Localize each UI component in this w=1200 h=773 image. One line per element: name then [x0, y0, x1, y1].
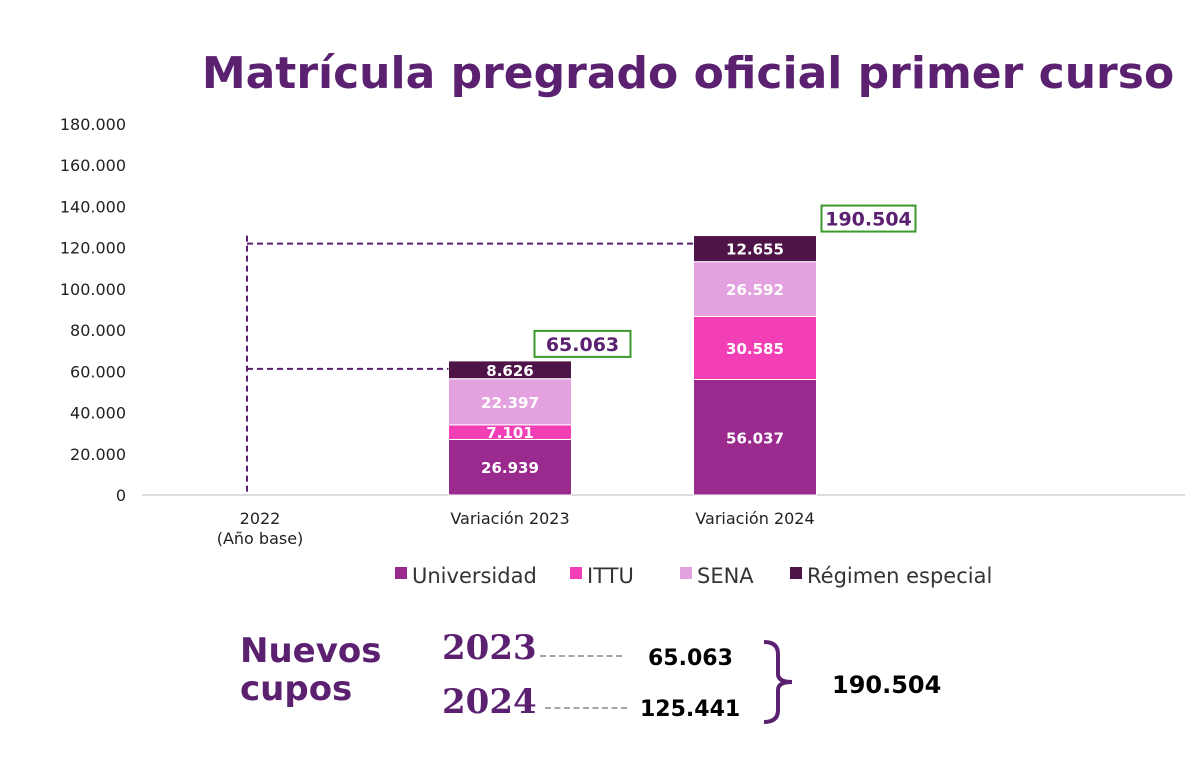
total-annotation-box [820, 204, 917, 233]
legend-swatch [395, 567, 407, 579]
total-annotation-label: 65.063 [546, 334, 619, 356]
x-tick-label: (Año base) [217, 529, 304, 548]
bar-segment [693, 315, 817, 381]
summary-year-2023: 2023 [442, 628, 537, 668]
data-label: 22.397 [481, 394, 539, 412]
legend-label: ITTU [587, 564, 634, 588]
y-tick-label: 120.000 [60, 239, 126, 258]
bar-segment [693, 379, 817, 496]
legend-label: Régimen especial [807, 564, 992, 588]
summary-total: 190.504 [832, 671, 942, 699]
chart-title: Matrícula pregrado oficial primer curso [202, 48, 1174, 99]
bar-segment [448, 438, 572, 496]
bar-segment [448, 378, 572, 426]
x-tick-label: Variación 2023 [450, 509, 569, 528]
bar-segment [693, 235, 817, 263]
data-label: 26.592 [726, 281, 784, 299]
y-tick-label: 20.000 [70, 445, 126, 464]
legend-swatch [680, 567, 692, 579]
legend-swatch [790, 567, 802, 579]
summary-brace [763, 640, 793, 724]
y-tick-label: 100.000 [60, 280, 126, 299]
data-label: 7.101 [486, 424, 533, 442]
summary-year-2024: 2024 [442, 682, 537, 722]
x-tick-label: Variación 2024 [695, 509, 814, 528]
summary-label: Nuevos cupos [240, 631, 382, 709]
y-tick-label: 140.000 [60, 197, 126, 216]
summary-value-2024: 125.441 [640, 697, 741, 722]
data-label: 56.037 [726, 429, 784, 447]
legend-swatch [570, 567, 582, 579]
x-tick-label: 2022 [240, 509, 281, 528]
y-tick-label: 80.000 [70, 321, 126, 340]
bar-segment [693, 261, 817, 317]
y-tick-label: 180.000 [60, 115, 126, 134]
data-label: 30.585 [726, 340, 784, 358]
data-label: 12.655 [726, 241, 784, 259]
y-tick-label: 0 [116, 486, 126, 505]
data-label: 8.626 [486, 362, 533, 380]
legend-label: Universidad [412, 564, 537, 588]
summary-connector-2024 [545, 707, 627, 709]
total-annotation-box [533, 329, 632, 358]
y-tick-label: 60.000 [70, 362, 126, 381]
legend-label: SENA [697, 564, 754, 588]
y-tick-label: 160.000 [60, 156, 126, 175]
y-tick-label: 40.000 [70, 404, 126, 423]
data-label: 26.939 [481, 459, 539, 477]
summary-connector-2023 [540, 655, 622, 657]
total-annotation-label: 190.504 [825, 209, 912, 231]
summary-value-2023: 65.063 [648, 646, 733, 671]
